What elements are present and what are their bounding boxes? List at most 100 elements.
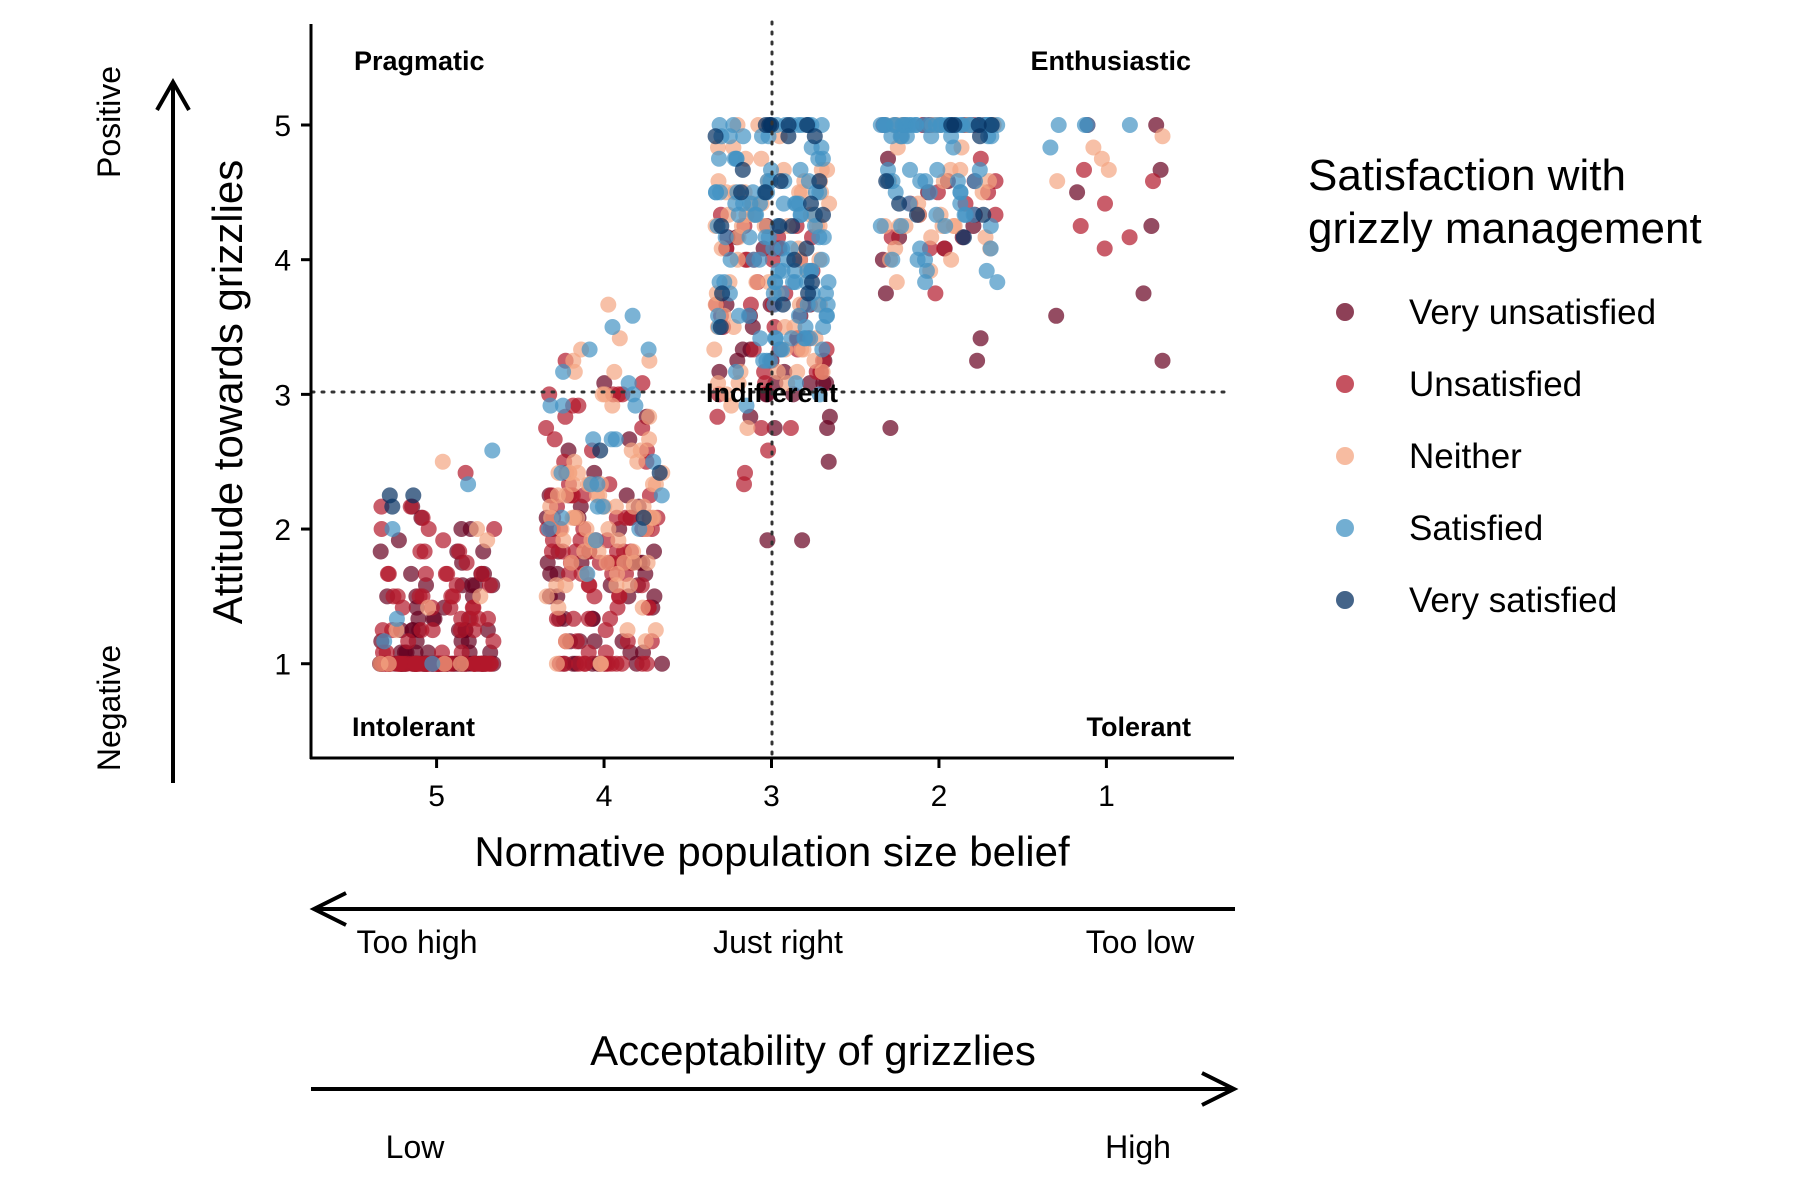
data-point bbox=[893, 218, 910, 234]
data-point bbox=[909, 206, 925, 223]
data-point bbox=[481, 577, 498, 594]
data-point bbox=[753, 420, 770, 436]
data-point bbox=[469, 521, 486, 537]
data-point bbox=[484, 442, 501, 459]
data-point bbox=[815, 319, 832, 335]
data-point bbox=[566, 509, 583, 526]
data-point bbox=[815, 206, 831, 223]
x-tick-label: 1 bbox=[1098, 780, 1115, 813]
legend-swatch bbox=[1336, 591, 1354, 609]
data-point bbox=[733, 184, 750, 201]
data-point bbox=[619, 622, 636, 639]
data-point bbox=[445, 588, 461, 605]
data-point bbox=[624, 307, 641, 324]
data-point bbox=[541, 521, 557, 537]
data-point bbox=[405, 487, 422, 504]
data-point bbox=[1121, 229, 1138, 246]
data-point bbox=[1154, 352, 1171, 369]
y-tick-label: 1 bbox=[274, 649, 291, 682]
data-point bbox=[969, 352, 986, 369]
data-point bbox=[818, 285, 834, 302]
legend-label: Unsatisfied bbox=[1409, 365, 1582, 404]
data-point bbox=[1048, 307, 1065, 324]
data-point bbox=[757, 184, 774, 201]
data-point bbox=[417, 565, 434, 582]
data-point bbox=[565, 352, 582, 369]
data-point bbox=[728, 363, 744, 380]
data-point bbox=[765, 240, 782, 257]
data-point bbox=[381, 487, 398, 504]
data-point bbox=[453, 521, 470, 537]
data-point bbox=[435, 532, 452, 549]
data-point bbox=[380, 655, 397, 672]
data-point bbox=[753, 150, 770, 167]
legend-swatch bbox=[1336, 447, 1354, 465]
data-point bbox=[757, 229, 774, 246]
data-point bbox=[921, 184, 938, 201]
quadrant-label-bottom-right: Tolerant bbox=[1086, 712, 1191, 742]
data-point bbox=[424, 655, 441, 672]
legend-swatch bbox=[1336, 375, 1354, 393]
data-point bbox=[538, 588, 555, 605]
data-point bbox=[723, 397, 740, 414]
data-point bbox=[927, 117, 944, 133]
x-guide-label-too-low: Too low bbox=[1086, 924, 1195, 960]
data-point bbox=[619, 633, 636, 650]
data-point bbox=[388, 622, 405, 639]
data-point bbox=[1152, 161, 1169, 178]
y-tick-label: 5 bbox=[274, 110, 291, 143]
data-point bbox=[403, 565, 420, 582]
data-point bbox=[784, 218, 801, 234]
data-point bbox=[811, 386, 828, 403]
data-point bbox=[639, 554, 656, 571]
data-point bbox=[878, 173, 895, 190]
data-point bbox=[592, 655, 609, 672]
data-point bbox=[1096, 240, 1113, 257]
data-point bbox=[912, 240, 929, 257]
data-point bbox=[967, 173, 983, 190]
data-point bbox=[943, 251, 960, 268]
data-point bbox=[1121, 117, 1138, 133]
data-point bbox=[769, 363, 786, 380]
data-point bbox=[978, 262, 995, 279]
data-point bbox=[376, 633, 393, 650]
data-point bbox=[707, 128, 724, 145]
data-point bbox=[806, 352, 823, 369]
data-point bbox=[592, 442, 609, 459]
data-point bbox=[712, 184, 728, 201]
data-point bbox=[1042, 139, 1059, 156]
legend-label: Neither bbox=[1409, 437, 1522, 476]
y-guide-label-positive: Positive bbox=[91, 66, 127, 178]
data-point bbox=[597, 622, 614, 639]
data-point bbox=[949, 173, 966, 190]
data-point bbox=[641, 431, 658, 448]
legend: Satisfaction with grizzly management Ver… bbox=[1308, 151, 1702, 620]
data-point bbox=[1097, 195, 1113, 212]
data-point bbox=[877, 285, 894, 302]
data-point bbox=[580, 610, 597, 627]
data-point bbox=[929, 161, 946, 178]
data-points-layer bbox=[372, 117, 1171, 672]
legend-swatch bbox=[1336, 519, 1354, 537]
data-point bbox=[480, 655, 497, 672]
data-point bbox=[814, 341, 831, 358]
data-point bbox=[975, 206, 992, 223]
data-point bbox=[463, 577, 480, 594]
data-point bbox=[424, 622, 441, 639]
data-point bbox=[806, 128, 823, 145]
data-point bbox=[800, 285, 817, 302]
data-point bbox=[576, 655, 593, 672]
data-point bbox=[407, 655, 424, 672]
data-point bbox=[451, 543, 468, 560]
data-point bbox=[372, 543, 389, 560]
x-guide-arrow bbox=[309, 891, 1235, 927]
data-point bbox=[607, 498, 624, 515]
data-point bbox=[739, 420, 756, 436]
data-point bbox=[794, 532, 811, 549]
data-point bbox=[548, 655, 565, 672]
data-point bbox=[772, 173, 789, 190]
data-point bbox=[420, 599, 437, 616]
data-point bbox=[955, 229, 972, 246]
x-tick-label: 4 bbox=[596, 780, 613, 813]
